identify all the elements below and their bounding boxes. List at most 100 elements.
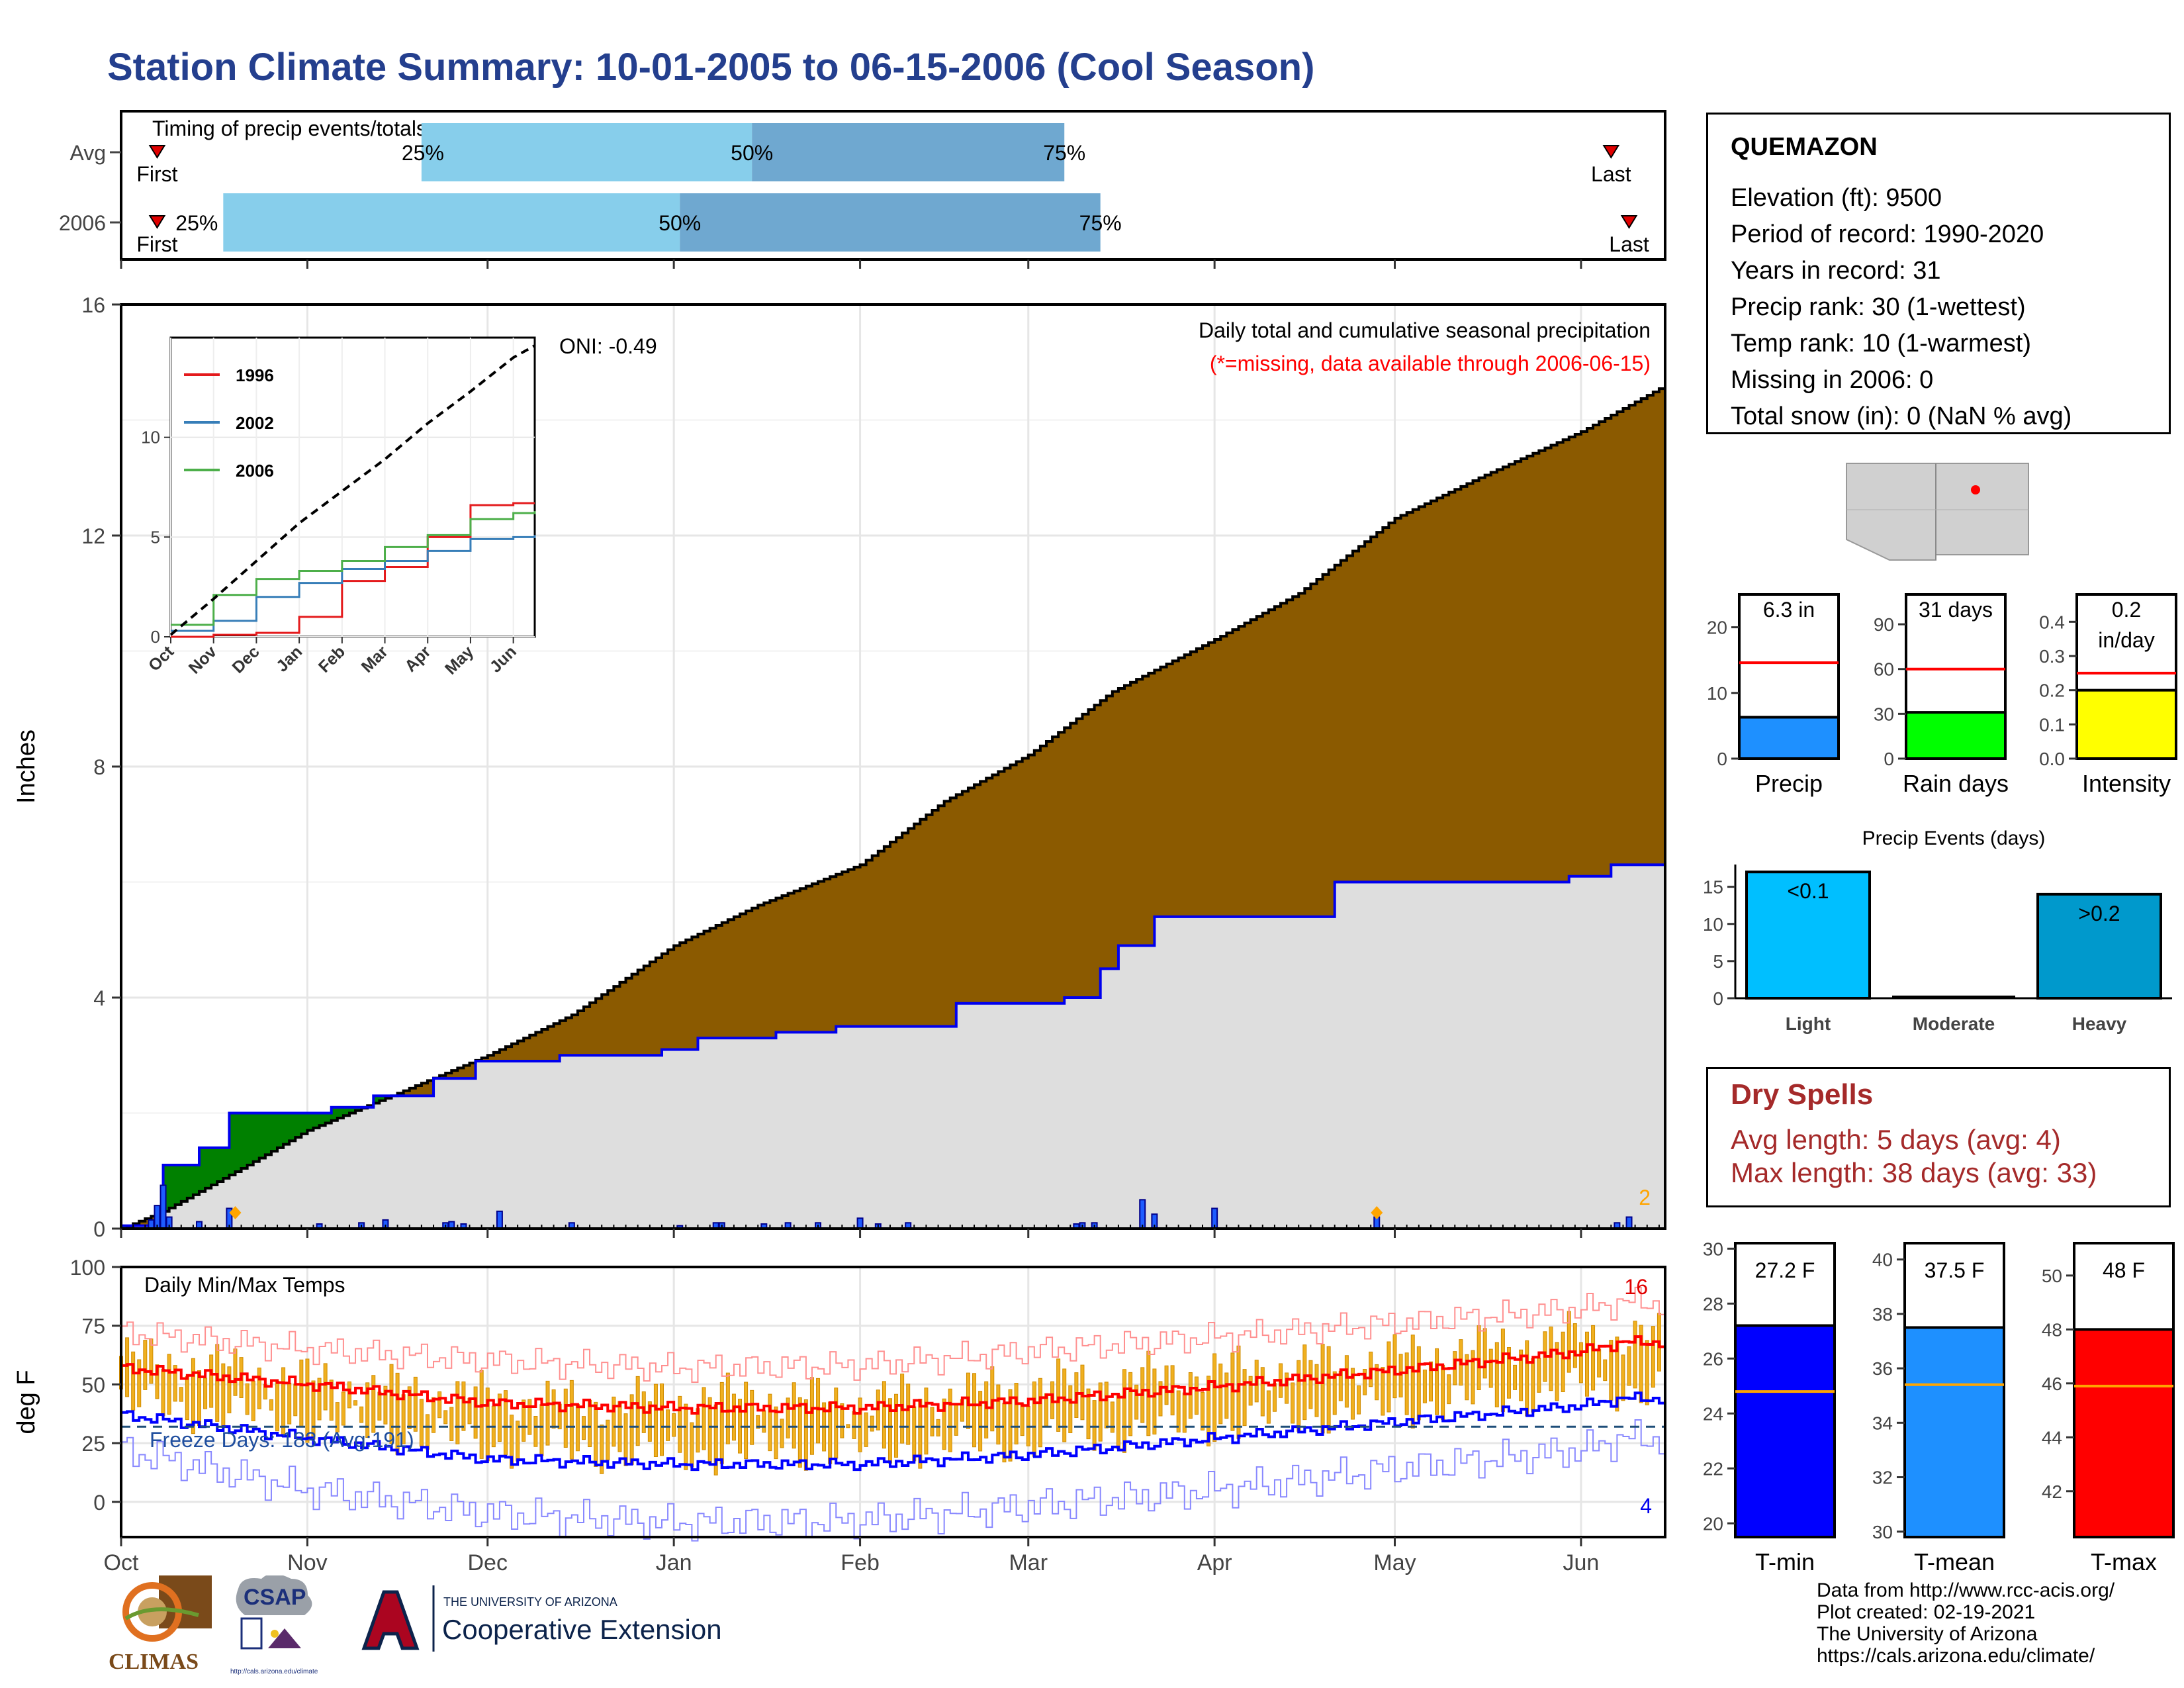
summary-bar <box>1905 711 2007 761</box>
timing-p75-label: 75% <box>1043 141 1085 165</box>
event-bar <box>2036 892 2162 1000</box>
credits-data-source: Data from http://www.rcc-acis.org/ <box>1817 1579 2115 1601</box>
summary-bar-tick-label: 0.4 <box>2039 612 2065 632</box>
summary-bar-category-label: Intensity <box>2082 770 2171 797</box>
temp-x-tick-label: Mar <box>1009 1550 1048 1575</box>
timing-p25-label: 25% <box>175 211 218 235</box>
temp-frame <box>120 1266 1666 1538</box>
temp-bar-tick-label: 50 <box>2042 1266 2062 1286</box>
dry-spells-max: Max length: 38 days (avg: 33) <box>1731 1157 2097 1188</box>
temp-x-tick-label: Nov <box>287 1550 327 1575</box>
precip-daily-bar <box>159 1184 167 1229</box>
inset-series-line <box>171 511 536 626</box>
temp-bar-tick-label: 22 <box>1703 1458 1723 1479</box>
temp-bar-tick-label: 20 <box>1703 1513 1723 1534</box>
climas-logo <box>122 1575 212 1642</box>
timing-first-marker <box>148 215 166 229</box>
credits-block: Data from http://www.rcc-acis.org/ Plot … <box>1817 1579 2115 1667</box>
temp-bar <box>1734 1324 1836 1538</box>
precip-y-tick-label: 4 <box>93 986 105 1010</box>
missing-count-label: 2 <box>1639 1186 1651 1209</box>
temp-daily-bars <box>119 1311 1661 1476</box>
summary-bar-tick-label: 10 <box>1707 683 1727 704</box>
temp-bar-value-label: 37.5 F <box>1925 1258 1985 1282</box>
temp-bar <box>2073 1328 2175 1538</box>
summary-bar-tick-label: 0 <box>1717 749 1727 769</box>
timing-bar-q3 <box>752 123 1065 181</box>
timing-p50-label: 50% <box>659 211 701 235</box>
station-temp-rank: Temp rank: 10 (1-warmest) <box>1731 330 2032 357</box>
timing-first-label: First <box>136 232 177 256</box>
event-bar-value-label: >0.2 <box>2078 902 2120 925</box>
temp-y-tick-label: 50 <box>81 1373 105 1397</box>
timing-last-label: Last <box>1609 232 1649 256</box>
temp-summary-bars: 20 22 24 26 28 30 27.2 F T-min 30 32 34 36 38 40 37.5 … <box>1703 1239 2175 1575</box>
timing-row-label: 2006 <box>59 211 106 235</box>
temp-bar-tick-label: 34 <box>1872 1413 1893 1433</box>
summary-bar-tick-label: 90 <box>1874 614 1894 635</box>
precip-y-tick-label: 12 <box>81 524 105 548</box>
temp-y-tick-label: 0 <box>93 1491 105 1515</box>
logo-graphics <box>122 1575 435 1652</box>
timing-first-marker <box>148 145 166 159</box>
temp-bar-tick-label: 36 <box>1872 1358 1893 1379</box>
temp-plot-bg <box>121 1267 1665 1537</box>
summary-bar-tick-label: 0.1 <box>2039 714 2065 735</box>
map-states <box>1846 463 2029 561</box>
precip-2006-above-avg-area <box>133 389 1665 1226</box>
freeze-days-label: Freeze Days: 183 (Avg:191) <box>150 1428 414 1452</box>
temp-bar-tick-label: 38 <box>1872 1304 1893 1325</box>
precip-daily-bar <box>856 1217 864 1230</box>
temp-bar-tick-label: 30 <box>1872 1522 1893 1542</box>
timing-last-marker <box>1620 215 1638 229</box>
inset-series-line <box>171 535 536 632</box>
temperature-chart: 0 25 50 75 100 Oct Nov Dec Jan Feb Mar Apr May Jun deg… <box>13 1256 1666 1575</box>
station-years: Years in record: 31 <box>1731 257 1941 285</box>
timing-p75-label: 75% <box>1079 211 1122 235</box>
event-category-label: Heavy <box>2072 1013 2127 1034</box>
station-precip-rank: Precip rank: 30 (1-wettest) <box>1731 293 2026 321</box>
summary-bar-tick-label: 0.3 <box>2039 646 2065 667</box>
timing-title: Timing of precip events/totals <box>152 117 427 140</box>
precip-summary-bars: 0 10 20 6.3 in Precip 0 30 60 90 31 days Rain days… <box>1707 593 2177 797</box>
inset-legend-label: 2006 <box>236 461 274 481</box>
event-category-label: Moderate <box>1913 1013 1995 1034</box>
inset-series-line <box>171 502 535 638</box>
inset-avg-dashed-line <box>169 344 535 636</box>
station-missing: Missing in 2006: 0 <box>1731 366 1934 394</box>
temp-y-tick-label: 100 <box>70 1256 105 1280</box>
inset-y-tick-label: 5 <box>151 527 160 547</box>
temp-bar-tick-label: 46 <box>2042 1374 2062 1394</box>
temp-bar-tick-label: 40 <box>1872 1250 1893 1270</box>
summary-bar-category-label: Precip <box>1755 770 1823 797</box>
events-tick-label: 0 <box>1713 988 1723 1009</box>
oni-label: ONI: -0.49 <box>559 334 657 358</box>
temp-record-high-line <box>121 1286 1666 1383</box>
station-period: Period of record: 1990-2020 <box>1731 220 2044 248</box>
summary-bar <box>1738 716 1840 761</box>
temp-bar-tick-label: 26 <box>1703 1348 1723 1369</box>
inset-y-tick-label: 0 <box>151 627 160 647</box>
timing-first-label: First <box>136 162 177 186</box>
event-bar <box>1745 870 1871 1000</box>
temp-bar-value-label: 48 F <box>2103 1258 2145 1282</box>
timing-bar-q3 <box>680 193 1101 252</box>
precip-daily-bar <box>1625 1216 1633 1230</box>
timing-last-label: Last <box>1591 162 1631 186</box>
temp-x-tick-label: Dec <box>468 1550 508 1575</box>
precip-daily-bar <box>1139 1199 1146 1229</box>
timing-row-label: Avg <box>69 141 106 165</box>
ua-logo <box>361 1585 435 1652</box>
credits-url: https://cals.arizona.edu/climate/ <box>1817 1645 2095 1667</box>
precip-2006-cumulative-line <box>121 385 1666 1230</box>
events-tick-label: 15 <box>1703 877 1723 898</box>
temp-bar-value-label: 27.2 F <box>1755 1258 1815 1282</box>
csap-logo-url: http://cals.arizona.edu/climate <box>230 1668 318 1675</box>
temp-bar-category-label: T-min <box>1755 1548 1815 1575</box>
summary-bar-value-label: 6.3 in <box>1763 598 1815 622</box>
summary-bar-value-unit: in/day <box>2098 628 2154 652</box>
summary-bar-value-label: 31 days <box>1919 598 1993 622</box>
temp-record-low-line <box>121 1419 1666 1542</box>
precip-events-chart: Precip Events (days) <0.1 Light Moderate >0.… <box>1703 827 2172 1034</box>
